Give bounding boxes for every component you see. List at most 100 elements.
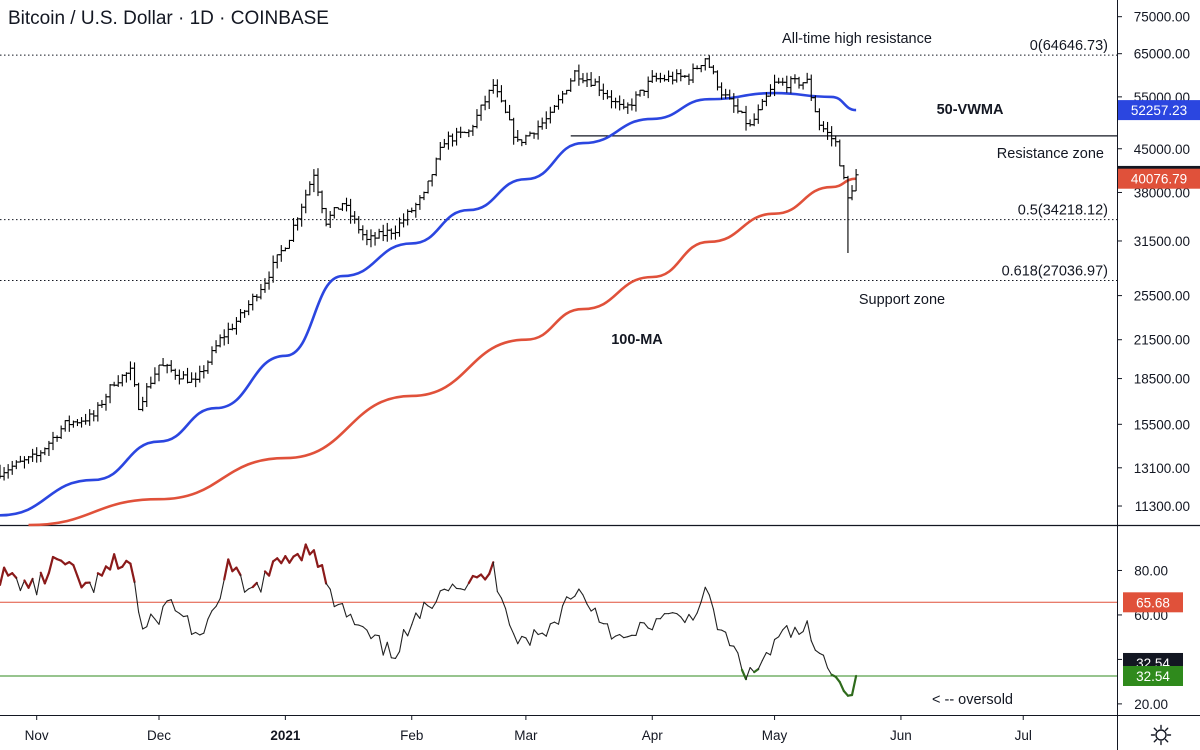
- rsi-segment: [504, 607, 511, 626]
- rsi-segment: [566, 596, 572, 600]
- rsi-segment: [415, 612, 421, 619]
- ohlc-bar: [498, 85, 504, 103]
- rsi-badge: [1123, 665, 1183, 686]
- ohlc-bar: [825, 121, 831, 140]
- vwma50-label: 50-VWMA: [937, 102, 1004, 118]
- rsi-segment: [447, 583, 454, 592]
- ohlc-bar: [784, 75, 790, 93]
- rsi-segment: [72, 564, 79, 578]
- rsi-segment: [692, 612, 698, 621]
- ohlc-bar: [596, 76, 602, 97]
- ohlc-bar: [543, 111, 549, 130]
- rsi-segment: [11, 572, 18, 579]
- ohlc-bar: [800, 82, 806, 90]
- rsi-segment: [19, 579, 26, 592]
- rsi-segment: [733, 645, 739, 654]
- ohlc-bar: [319, 190, 325, 214]
- rsi-segment: [570, 595, 576, 600]
- ohlc-bar: [185, 367, 191, 384]
- ohlc-bar: [323, 207, 329, 227]
- annotation-resistance-zone: Resistance zone: [997, 146, 1104, 162]
- rsi-line-group: [0, 543, 858, 697]
- rsi-segment: [174, 610, 180, 614]
- rsi-segment: [798, 631, 804, 635]
- rsi-segment: [146, 613, 152, 628]
- ohlc-bar: [5, 464, 11, 479]
- ohlc-bar: [262, 278, 268, 293]
- rsi-segment: [737, 652, 743, 671]
- rsi-segment: [672, 612, 678, 615]
- price-axis-label: 75000.00: [1134, 10, 1190, 25]
- ohlc-bar: [429, 174, 435, 187]
- price-axis-label: 38000.00: [1134, 185, 1190, 200]
- ohlc-bar: [490, 79, 496, 94]
- ohlc-bar: [38, 450, 44, 463]
- ohlc-bar: [107, 384, 113, 404]
- ohlc-bar: [466, 129, 472, 138]
- ohlc-bar: [816, 108, 822, 131]
- ohlc-bar: [507, 104, 513, 121]
- ohlc-bar: [812, 95, 818, 113]
- rsi-segment: [251, 581, 258, 589]
- rsi-segment: [280, 555, 287, 565]
- rsi-segment: [300, 543, 307, 562]
- rsi-segment: [129, 562, 136, 584]
- rsi-segment: [574, 588, 580, 597]
- price-badge-label: 52257.23: [1131, 103, 1187, 118]
- rsi-segment: [769, 638, 776, 656]
- rsi-segment: [557, 605, 564, 625]
- ohlc-bar: [238, 309, 244, 323]
- rsi-segment: [435, 590, 441, 603]
- rsi-segment: [411, 612, 417, 626]
- rsi-segment: [529, 629, 535, 646]
- rsi-segment: [729, 645, 735, 647]
- rsi-segment: [382, 641, 388, 656]
- rsi-segment: [378, 635, 384, 656]
- ohlc-bar: [600, 83, 606, 100]
- annotation-oversold: < -- oversold: [932, 692, 1013, 708]
- rsi-segment: [635, 621, 641, 636]
- rsi-segment: [312, 549, 320, 568]
- rsi-segment: [36, 572, 42, 596]
- ohlc-bar: [486, 89, 492, 110]
- rsi-segment: [521, 635, 527, 639]
- rsi-segment: [818, 652, 825, 656]
- ohlc-bar: [437, 142, 443, 161]
- ohlc-bar: [356, 216, 362, 234]
- rsi-segment: [207, 610, 213, 620]
- rsi-segment: [0, 566, 6, 587]
- ohlc-bar: [344, 197, 350, 212]
- rsi-segment: [304, 543, 311, 556]
- ohlc-bar: [58, 425, 64, 439]
- rsi-segment: [325, 582, 331, 590]
- price-axis-label: 13100.00: [1134, 461, 1190, 476]
- ohlc-bar: [706, 55, 712, 68]
- rsi-segment: [578, 588, 584, 596]
- ohlc-bar: [229, 323, 235, 331]
- rsi-segment: [765, 652, 772, 656]
- rsi-segment: [284, 555, 291, 564]
- rsi-segment: [517, 635, 523, 645]
- ohlc-bar: [576, 64, 582, 86]
- ohlc-bar: [397, 217, 403, 237]
- rsi-segment: [594, 607, 600, 623]
- rsi-segment: [725, 631, 731, 647]
- rsi-segment: [142, 626, 148, 630]
- rsi-segment: [509, 624, 515, 635]
- ohlc-bar: [286, 239, 292, 249]
- ohlc-bar: [364, 229, 370, 246]
- rsi-segment: [113, 553, 120, 570]
- ohlc-bar: [270, 255, 276, 283]
- ohlc-bar: [710, 65, 716, 75]
- ohlc-bar: [66, 415, 72, 432]
- rsi-segment: [806, 620, 812, 642]
- ohlc-bar: [849, 185, 855, 201]
- settings-gear-icon[interactable]: [1150, 724, 1172, 746]
- rsi-segment: [170, 599, 176, 612]
- price-axis-label: 18500.00: [1134, 372, 1190, 387]
- ohlc-bar: [719, 82, 725, 100]
- rsi-segment: [288, 555, 295, 564]
- ohlc-bar: [246, 300, 252, 316]
